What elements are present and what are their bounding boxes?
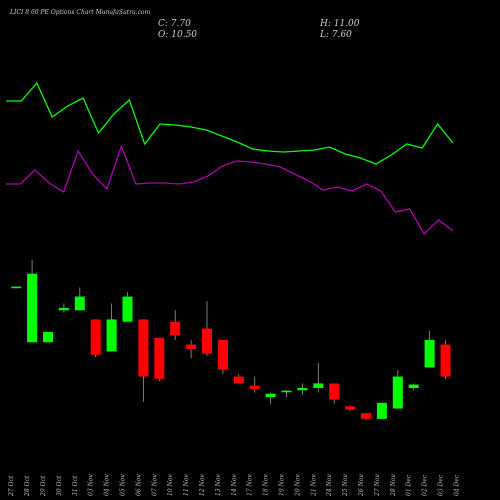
candle-9 bbox=[154, 337, 165, 382]
x-tick-label: 27 Nov bbox=[374, 474, 381, 497]
upper-indicator-line bbox=[6, 81, 454, 165]
x-tick-label: 28 Nov bbox=[390, 474, 397, 497]
candle-body bbox=[138, 319, 149, 377]
candle-21 bbox=[345, 406, 356, 411]
candle-26 bbox=[424, 330, 435, 368]
candle-body bbox=[170, 321, 181, 336]
x-tick-label: 03 Dec bbox=[438, 474, 445, 496]
candle-16 bbox=[265, 392, 276, 404]
candle-body bbox=[265, 393, 276, 398]
candle-15 bbox=[249, 376, 260, 393]
x-tick-label: 10 Nov bbox=[167, 474, 174, 496]
candle-body bbox=[43, 332, 53, 343]
candle-body bbox=[27, 273, 38, 343]
candle-body bbox=[408, 384, 419, 388]
x-tick-label: 06 Nov bbox=[135, 474, 142, 496]
candle-body bbox=[313, 383, 324, 388]
candle-body bbox=[392, 376, 403, 409]
x-tick-label: 03 Nov bbox=[88, 474, 95, 496]
x-tick-label: 20 Nov bbox=[294, 474, 301, 497]
high-readout: H: 11.00 bbox=[319, 19, 360, 29]
x-tick-label: 27 Oct bbox=[8, 475, 15, 497]
candle-24 bbox=[392, 369, 403, 409]
candle-8 bbox=[138, 319, 149, 402]
candle-23 bbox=[376, 401, 387, 419]
chart-title: LICI 8 60 PE Options Chart MunafaSutra.c… bbox=[9, 9, 151, 16]
candle-body bbox=[90, 319, 101, 355]
candle-25 bbox=[408, 383, 419, 391]
candle-17 bbox=[281, 390, 292, 398]
candle-body bbox=[202, 328, 212, 354]
x-tick-label: 30 Oct bbox=[56, 475, 63, 496]
x-tick-label: 29 Oct bbox=[40, 475, 47, 497]
x-tick-label: 25 Nov bbox=[342, 474, 349, 497]
candle-7 bbox=[122, 292, 133, 322]
candle-body bbox=[424, 340, 435, 368]
candle-19 bbox=[313, 362, 324, 393]
candle-6 bbox=[106, 303, 117, 352]
x-tick-label: 01 Dec bbox=[406, 474, 413, 496]
candle-body bbox=[106, 319, 117, 352]
x-tick-label: 26 Nov bbox=[358, 474, 365, 497]
x-tick-label: 18 Nov bbox=[263, 474, 270, 496]
x-tick-label: 17 Nov bbox=[247, 474, 254, 496]
low-readout: L: 7.60 bbox=[319, 30, 352, 40]
candle-3 bbox=[58, 303, 69, 313]
x-tick-label: 13 Nov bbox=[215, 474, 222, 496]
x-tick-label: 19 Nov bbox=[279, 474, 286, 496]
x-tick-label: 04 Dec bbox=[453, 474, 460, 496]
x-tick-label: 28 Oct bbox=[24, 475, 31, 497]
candle-12 bbox=[202, 301, 212, 356]
open-readout: O: 10.50 bbox=[158, 30, 197, 40]
x-tick-label: 05 Nov bbox=[120, 474, 127, 496]
candle-5 bbox=[90, 319, 101, 358]
x-tick-label: 24 Nov bbox=[326, 474, 333, 497]
candle-body bbox=[249, 385, 260, 390]
candle-body bbox=[74, 296, 85, 311]
x-tick-label: 14 Nov bbox=[231, 474, 238, 496]
candle-11 bbox=[186, 340, 197, 359]
candle-2 bbox=[43, 332, 53, 343]
indicator-lines bbox=[6, 81, 454, 236]
x-tick-label: 31 Oct bbox=[72, 475, 79, 496]
candle-13 bbox=[217, 340, 228, 375]
candle-body bbox=[329, 383, 340, 400]
candle-body bbox=[345, 406, 356, 410]
candle-body bbox=[376, 402, 387, 419]
candle-body bbox=[11, 286, 22, 289]
x-tick-labels: 27 Oct 28 Oct 29 Oct 30 Oct 31 Oct 03 Nov 04 N… bbox=[8, 474, 460, 497]
x-tick-label: 07 Nov bbox=[151, 474, 158, 496]
x-tick-label: 02 Dec bbox=[422, 474, 429, 496]
candle-body bbox=[297, 388, 308, 391]
candle-27 bbox=[440, 340, 451, 379]
lower-indicator-line bbox=[6, 144, 454, 236]
candle-22 bbox=[361, 413, 371, 420]
candle-0 bbox=[11, 286, 22, 289]
candle-18 bbox=[297, 383, 308, 395]
x-tick-label: 04 Nov bbox=[104, 474, 111, 496]
candle-body bbox=[440, 344, 451, 377]
x-tick-label: 11 Nov bbox=[183, 474, 190, 496]
candle-body bbox=[154, 337, 165, 379]
candle-4 bbox=[74, 287, 85, 311]
candle-body bbox=[233, 376, 244, 384]
candle-1 bbox=[27, 260, 38, 343]
candle-body bbox=[361, 413, 371, 419]
candle-20 bbox=[329, 383, 340, 404]
candle-body bbox=[122, 296, 133, 322]
x-tick-label: 21 Nov bbox=[310, 474, 317, 497]
candles-group bbox=[11, 260, 451, 420]
candle-body bbox=[281, 390, 292, 393]
candle-body bbox=[58, 308, 69, 311]
candle-14 bbox=[233, 374, 244, 384]
close-readout: C: 7.70 bbox=[158, 19, 191, 29]
x-tick-label: 12 Nov bbox=[199, 474, 206, 496]
candle-10 bbox=[170, 310, 181, 340]
candle-body bbox=[186, 344, 197, 350]
candle-body bbox=[217, 340, 228, 370]
